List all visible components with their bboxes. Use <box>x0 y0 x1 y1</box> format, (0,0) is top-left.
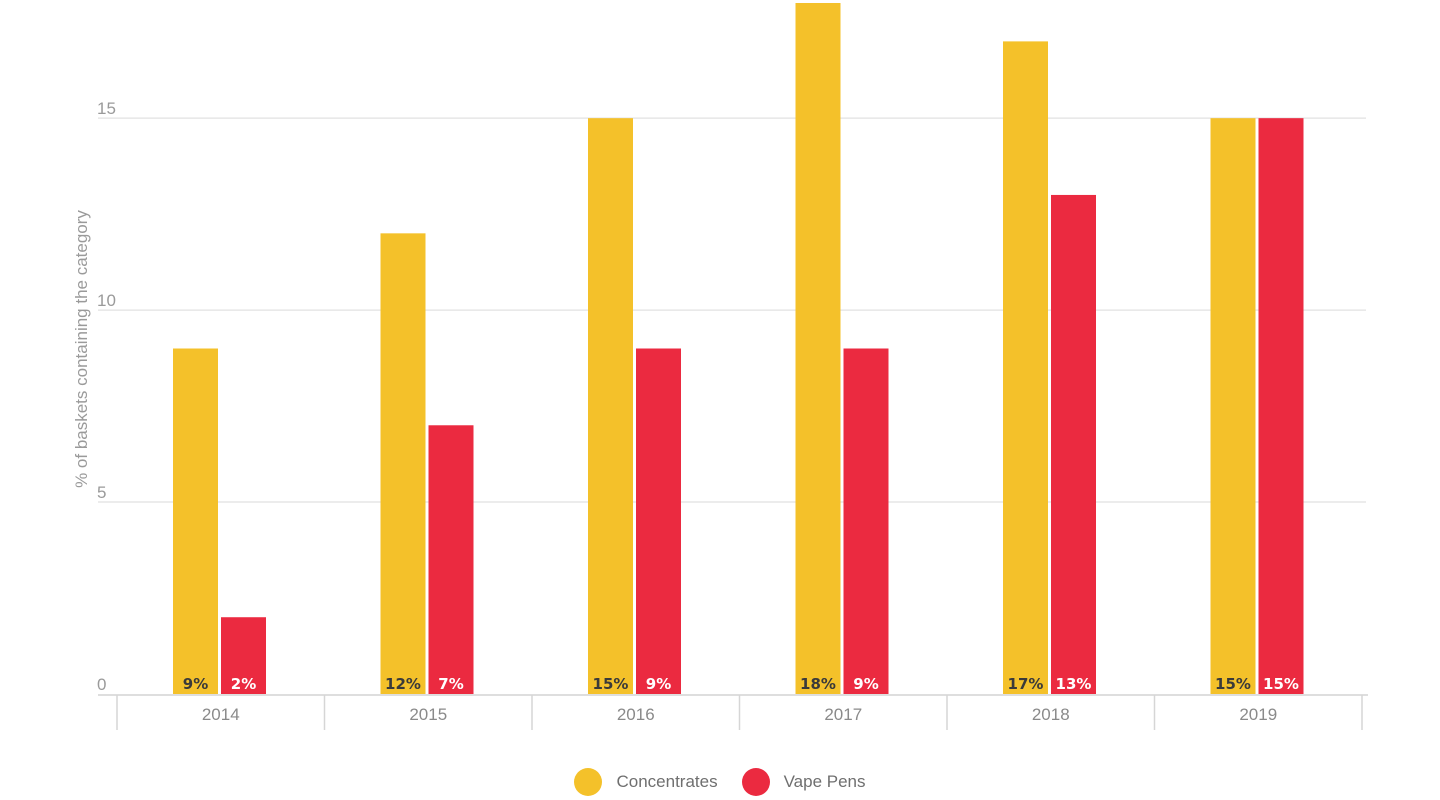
bar-vape-pens[interactable] <box>1051 194 1096 694</box>
legend-item-vape-pens[interactable]: Vape Pens <box>741 768 866 796</box>
x-tick-label: 2019 <box>1239 705 1277 724</box>
data-label: 15% <box>593 675 629 693</box>
x-tick-label: 2018 <box>1032 705 1070 724</box>
bar-vape-pens[interactable] <box>221 617 266 694</box>
legend-label: Vape Pens <box>783 772 866 791</box>
bars <box>173 3 1304 695</box>
legend: Concentrates Vape Pens <box>0 768 1440 796</box>
data-label: 18% <box>800 675 836 693</box>
data-label: 7% <box>438 675 463 693</box>
y-tick-label: 0 <box>97 675 106 694</box>
x-axis <box>98 694 1368 730</box>
x-tick-label: 2016 <box>617 705 655 724</box>
data-label: 17% <box>1008 675 1044 693</box>
y-axis-label: % of baskets containing the category <box>72 210 91 488</box>
bar-concentrates[interactable] <box>173 348 218 695</box>
data-label: 12% <box>385 675 421 693</box>
bar-vape-pens[interactable] <box>636 348 681 695</box>
bar-vape-pens[interactable] <box>843 348 889 695</box>
data-label: 9% <box>183 675 208 693</box>
y-tick-label: 5 <box>97 483 106 502</box>
x-tick-label: 2014 <box>202 705 240 724</box>
data-label: 9% <box>646 675 671 693</box>
x-tick-label: 2017 <box>824 705 862 724</box>
data-label: 15% <box>1215 675 1251 693</box>
bar-concentrates[interactable] <box>380 233 426 695</box>
legend-label: Concentrates <box>616 772 718 791</box>
legend-swatch-vape-pens <box>741 768 770 796</box>
data-label: 15% <box>1263 675 1299 693</box>
legend-swatch-concentrates <box>574 768 603 796</box>
bar-vape-pens[interactable] <box>1258 118 1304 694</box>
data-label: 2% <box>231 675 256 693</box>
bar-concentrates[interactable] <box>1210 118 1256 694</box>
data-labels: 9% 12% 15% 18% 17% 15% 2% 7% 9% 9% 13% 1… <box>183 675 1299 693</box>
legend-item-concentrates[interactable]: Concentrates <box>574 768 718 796</box>
bar-concentrates[interactable] <box>795 3 841 694</box>
data-label: 13% <box>1056 675 1092 693</box>
y-tick-labels: 0 5 10 15 <box>97 99 116 694</box>
bar-concentrates[interactable] <box>588 118 633 694</box>
bar-vape-pens[interactable] <box>428 425 474 694</box>
x-tick-label: 2015 <box>409 705 447 724</box>
bar-concentrates[interactable] <box>1003 41 1048 694</box>
y-tick-label: 15 <box>97 99 116 118</box>
data-label: 9% <box>853 675 878 693</box>
gridlines <box>98 117 1366 503</box>
x-tick-labels: 2014 2015 2016 2017 2018 2019 <box>202 705 1277 724</box>
y-tick-label: 10 <box>97 291 116 310</box>
